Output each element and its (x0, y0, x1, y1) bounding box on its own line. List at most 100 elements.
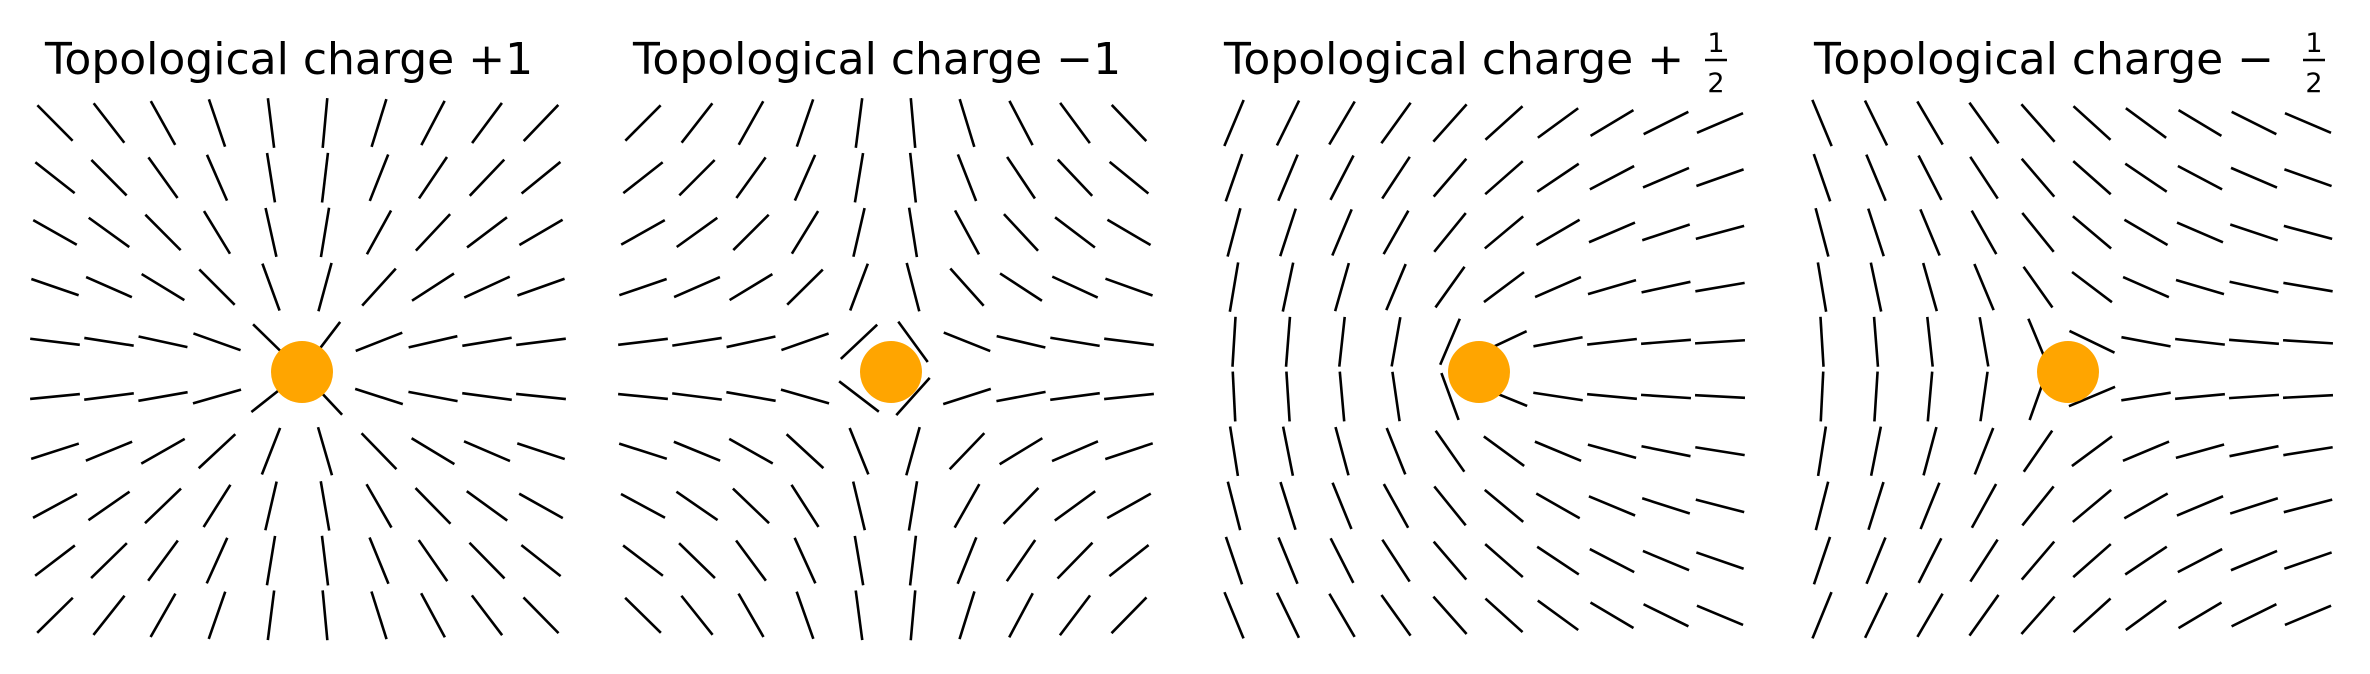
director-segment (2072, 597, 2112, 634)
director-segment (1922, 426, 1938, 476)
director-segment (414, 213, 452, 252)
director-segment (1382, 210, 1410, 255)
director-segment (29, 392, 81, 401)
director-segment (321, 97, 329, 149)
director-segment (2282, 338, 2334, 345)
director-segment (1588, 495, 1636, 517)
charge-denominator: 2 (1707, 68, 1724, 99)
director-segment (1337, 316, 1347, 367)
director-segment (1284, 316, 1292, 367)
director-segment (320, 535, 330, 586)
director-segment (1865, 536, 1887, 585)
director-segment (907, 481, 919, 531)
director-segment (84, 392, 134, 401)
director-segment (317, 262, 333, 312)
director-segment (1695, 445, 1745, 457)
director-segment (1056, 541, 1094, 580)
director-segment (414, 487, 452, 525)
director-segment (851, 481, 867, 531)
director-segment (1537, 107, 1579, 139)
director-segment (205, 154, 229, 202)
director-segment (2283, 498, 2333, 514)
director-segment (1381, 156, 1411, 200)
director-segment (30, 277, 80, 297)
director-segment (1380, 101, 1412, 145)
director-segment (1223, 591, 1245, 639)
director-segment (319, 207, 331, 258)
director-segment (998, 437, 1044, 466)
director-segment (908, 535, 918, 586)
panel-charge-plus-1: Topological charge +1 (29, 34, 567, 641)
director-segment (853, 535, 865, 586)
director-segment (1433, 485, 1467, 527)
director-segment (1432, 595, 1468, 635)
director-segment (1969, 156, 1999, 200)
director-segment (321, 590, 329, 641)
director-segment (1003, 213, 1039, 252)
director-segment (1338, 371, 1346, 422)
director-segment (1869, 426, 1883, 476)
director-segment (949, 267, 985, 307)
director-segment (1391, 371, 1401, 422)
director-segment (1275, 592, 1301, 639)
director-segment (1695, 281, 1745, 293)
director-segment (2072, 215, 2112, 250)
director-segment (2122, 440, 2170, 463)
director-segment (1867, 481, 1885, 531)
director-segment (737, 100, 765, 146)
director-segment (678, 542, 716, 579)
director-segment (996, 334, 1046, 349)
director-segment (1926, 371, 1934, 422)
director-segment (905, 426, 921, 476)
director-segment (948, 432, 986, 471)
director-segment (1106, 218, 1152, 247)
director-segment (370, 98, 388, 148)
director-segment (673, 275, 721, 299)
director-segment (30, 337, 80, 347)
director-segment (1433, 212, 1467, 253)
director-segment (854, 98, 864, 148)
defect-core (2037, 341, 2099, 403)
director-segment (1536, 545, 1580, 576)
director-segment (1819, 371, 1825, 422)
director-segment (522, 596, 560, 635)
director-segment (2022, 429, 2054, 473)
director-segment (1484, 160, 1524, 196)
charge-numerator: 1 (2305, 28, 2322, 59)
director-segment (420, 592, 446, 638)
director-segment (471, 102, 503, 144)
director-segment (673, 440, 721, 462)
director-segment (266, 590, 276, 641)
director-segment (618, 442, 668, 461)
director-segment (1331, 482, 1353, 530)
director-segment (1005, 539, 1037, 582)
director-segment (463, 440, 511, 463)
director-segment (92, 102, 126, 144)
director-segment (1483, 271, 1525, 304)
director-segment (2283, 224, 2333, 241)
director-segment (953, 209, 981, 255)
director-segment (1484, 543, 1524, 579)
director-segment (2072, 160, 2112, 196)
director-segment (1432, 157, 1468, 198)
director-segment (1334, 426, 1350, 476)
director-segment (1223, 99, 1245, 147)
director-segment (1380, 594, 1412, 637)
director-segment (1812, 153, 1832, 202)
director-field (29, 97, 567, 641)
director-segment (522, 104, 560, 142)
director-segment (620, 492, 666, 519)
director-segment (680, 594, 714, 636)
director-segment (793, 537, 817, 584)
panel-charge-minus-half: Topological charge − 1 2 (1811, 28, 2334, 639)
director-segment (319, 481, 331, 531)
director-segment (1589, 601, 1635, 630)
director-segment (1104, 442, 1154, 461)
director-segment (2021, 485, 2055, 527)
director-segment (465, 490, 509, 522)
director-segment (1050, 336, 1100, 348)
director-segment (618, 337, 668, 347)
director-segment (2228, 393, 2280, 400)
director-segment (908, 152, 918, 203)
director-segment (205, 537, 229, 584)
